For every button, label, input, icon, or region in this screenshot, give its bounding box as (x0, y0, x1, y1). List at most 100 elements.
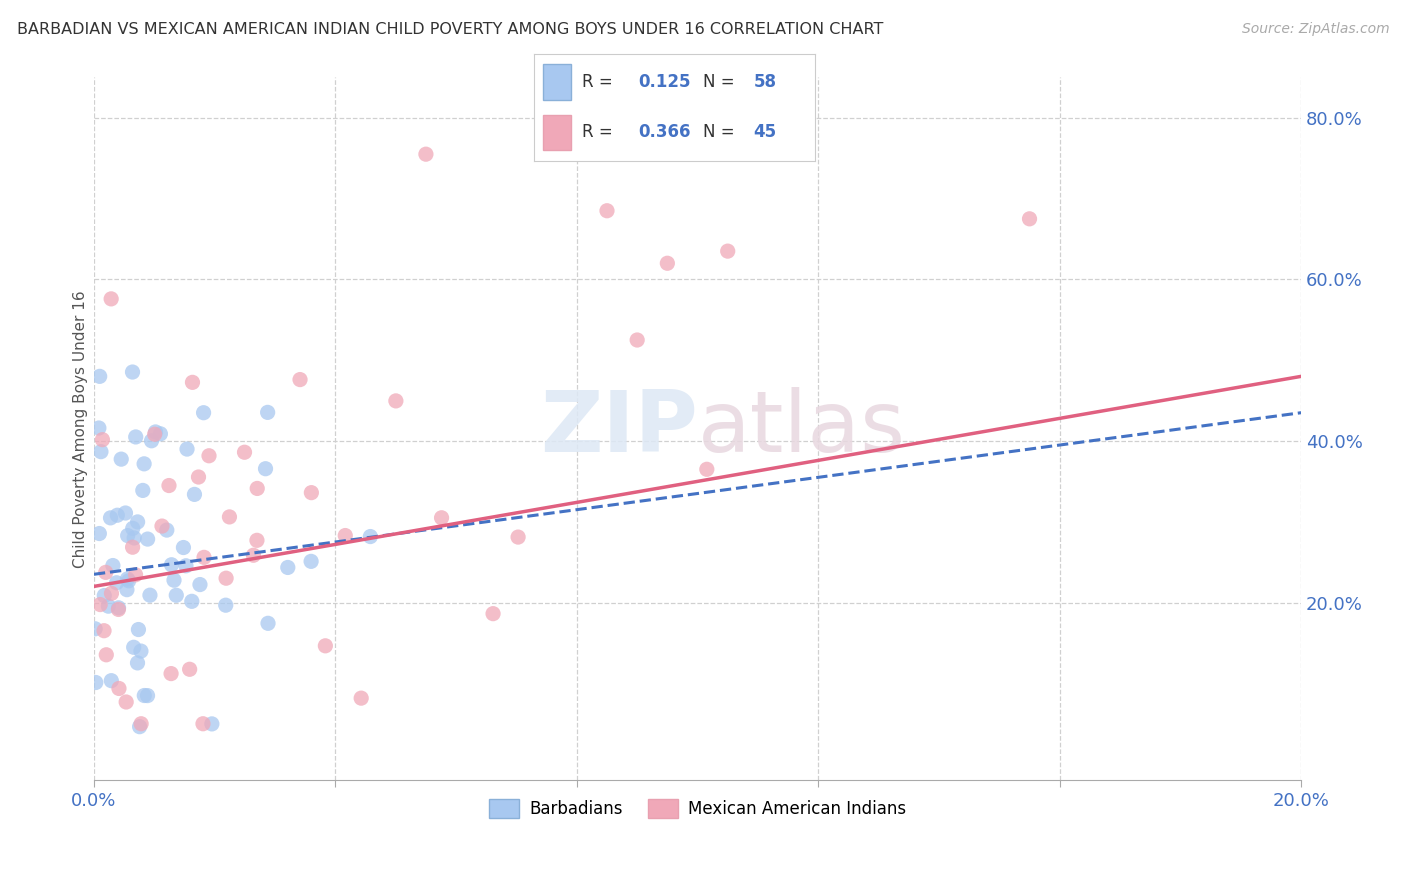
Point (430, 510, 453, 524)
Point (506, 530, 529, 544)
Point (107, 600, 129, 615)
Y-axis label: Child Poverty Among Boys Under 16: Child Poverty Among Boys Under 16 (73, 290, 87, 567)
Point (288, 373, 311, 387)
Point (415, 147, 437, 161)
Point (188, 577, 211, 591)
Point (91, 433, 114, 447)
Point (156, 523, 179, 537)
Point (94, 566, 117, 580)
Point (121, 540, 143, 554)
Point (132, 483, 155, 498)
Point (115, 582, 138, 597)
Point (254, 461, 277, 475)
Point (93, 589, 115, 603)
Point (256, 405, 278, 419)
Point (97, 599, 120, 614)
Point (87, 421, 110, 435)
Point (215, 598, 238, 612)
Point (176, 442, 198, 456)
Point (149, 426, 172, 441)
Text: 58: 58 (754, 73, 776, 91)
Point (84, 675, 107, 690)
Point (193, 550, 215, 565)
Point (122, 531, 145, 545)
Point (136, 689, 159, 703)
Point (136, 532, 159, 546)
Point (145, 425, 167, 439)
Point (181, 376, 204, 390)
Point (100, 511, 122, 525)
Point (157, 478, 180, 492)
Point (350, 691, 373, 706)
Text: R =: R = (582, 73, 619, 91)
Bar (543, 114, 571, 150)
Point (179, 662, 201, 676)
Point (299, 485, 322, 500)
Point (134, 689, 156, 703)
Point (183, 487, 205, 501)
Point (127, 623, 149, 637)
Text: 0.366: 0.366 (638, 123, 690, 141)
Point (118, 574, 141, 588)
Point (626, 333, 648, 347)
Legend: Barbadians, Mexican American Indians: Barbadians, Mexican American Indians (482, 792, 912, 825)
Point (150, 519, 173, 533)
Point (127, 515, 149, 529)
Point (134, 457, 156, 471)
Point (160, 666, 183, 681)
Point (105, 575, 128, 590)
Point (114, 506, 136, 520)
Point (117, 528, 139, 542)
Text: atlas: atlas (697, 387, 905, 470)
Point (125, 430, 148, 444)
Text: 0.125: 0.125 (638, 73, 690, 91)
Point (89, 526, 111, 541)
Point (127, 656, 149, 670)
Point (84, 622, 107, 636)
Point (115, 695, 138, 709)
Point (122, 640, 145, 655)
Point (187, 470, 209, 484)
Point (165, 588, 187, 602)
Point (139, 588, 162, 602)
Point (201, 717, 224, 731)
Point (110, 452, 132, 467)
Point (172, 541, 194, 555)
Text: R =: R = (582, 123, 619, 141)
Point (105, 508, 128, 523)
Point (163, 573, 186, 587)
Point (160, 558, 183, 572)
Point (143, 427, 166, 442)
Text: ZIP: ZIP (540, 387, 697, 470)
Point (696, 462, 718, 476)
Point (107, 602, 129, 616)
Point (277, 560, 299, 574)
Point (121, 521, 143, 535)
Point (482, 607, 505, 621)
Point (141, 434, 163, 448)
Point (299, 554, 322, 568)
Point (198, 449, 221, 463)
Point (314, 639, 336, 653)
Point (174, 558, 197, 573)
Point (257, 616, 280, 631)
Text: Source: ZipAtlas.com: Source: ZipAtlas.com (1241, 22, 1389, 37)
Point (246, 533, 269, 548)
Point (121, 365, 143, 379)
Point (96, 648, 118, 662)
Point (129, 644, 152, 658)
Point (89, 369, 111, 384)
Text: 45: 45 (754, 123, 776, 141)
Point (596, 203, 619, 218)
Point (335, 528, 357, 542)
Point (100, 292, 122, 306)
Point (89, 598, 111, 612)
Point (180, 594, 202, 608)
Text: N =: N = (703, 123, 740, 141)
Point (385, 393, 408, 408)
Point (101, 558, 124, 573)
Point (100, 586, 122, 600)
Point (1018, 211, 1040, 226)
Point (717, 244, 740, 259)
Point (90, 444, 112, 458)
